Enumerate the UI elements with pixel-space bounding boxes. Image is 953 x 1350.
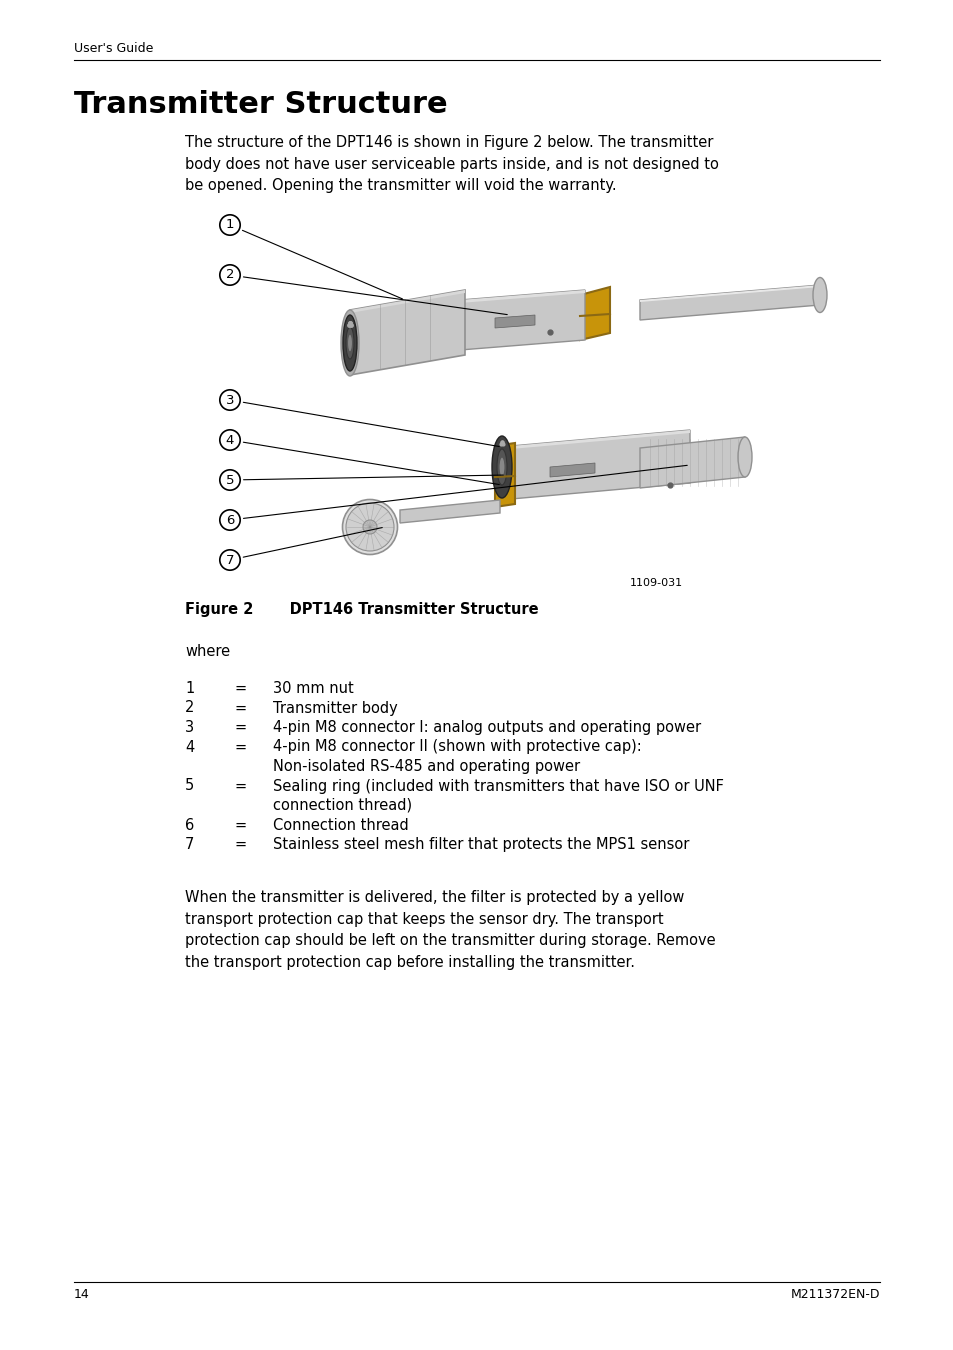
Text: User's Guide: User's Guide xyxy=(74,42,153,55)
Text: =: = xyxy=(234,720,247,734)
Ellipse shape xyxy=(340,310,358,377)
Text: Sealing ring (included with transmitters that have ISO or UNF: Sealing ring (included with transmitters… xyxy=(273,779,723,794)
Polygon shape xyxy=(495,315,535,328)
Text: 1109-031: 1109-031 xyxy=(629,578,682,589)
Text: 30 mm nut: 30 mm nut xyxy=(273,680,354,697)
Text: =: = xyxy=(234,740,247,755)
Ellipse shape xyxy=(343,315,356,371)
Text: 1: 1 xyxy=(226,219,402,298)
Text: 4-pin M8 connector I: analog outputs and operating power: 4-pin M8 connector I: analog outputs and… xyxy=(273,720,700,734)
Text: 7: 7 xyxy=(185,837,194,852)
Text: 2: 2 xyxy=(226,269,507,315)
Polygon shape xyxy=(459,290,584,350)
Text: DPT146 Transmitter Structure: DPT146 Transmitter Structure xyxy=(264,602,538,617)
Text: where: where xyxy=(185,644,230,659)
Polygon shape xyxy=(495,443,515,508)
Text: =: = xyxy=(234,837,247,852)
Ellipse shape xyxy=(492,436,512,498)
Text: =: = xyxy=(234,818,247,833)
Polygon shape xyxy=(499,431,689,500)
Polygon shape xyxy=(459,290,584,302)
Text: 6: 6 xyxy=(185,818,194,833)
Ellipse shape xyxy=(346,327,354,359)
Text: 4-pin M8 connector II (shown with protective cap):: 4-pin M8 connector II (shown with protec… xyxy=(273,740,641,755)
Polygon shape xyxy=(639,437,744,487)
Ellipse shape xyxy=(342,500,397,555)
Text: 5: 5 xyxy=(226,474,502,486)
Ellipse shape xyxy=(363,520,376,535)
Text: The structure of the DPT146 is shown in Figure 2 below. The transmitter
body doe: The structure of the DPT146 is shown in … xyxy=(185,135,719,193)
Polygon shape xyxy=(639,285,820,302)
Text: Non-isolated RS-485 and operating power: Non-isolated RS-485 and operating power xyxy=(273,759,579,774)
Polygon shape xyxy=(499,431,689,450)
Ellipse shape xyxy=(738,437,751,477)
Text: 4: 4 xyxy=(185,740,194,755)
Ellipse shape xyxy=(497,450,506,485)
Text: Transmitter body: Transmitter body xyxy=(273,701,397,716)
Polygon shape xyxy=(350,290,464,313)
Text: =: = xyxy=(234,701,247,716)
Polygon shape xyxy=(550,463,595,477)
Text: 7: 7 xyxy=(226,528,382,567)
Polygon shape xyxy=(399,500,499,522)
Ellipse shape xyxy=(346,504,394,551)
Text: Figure 2: Figure 2 xyxy=(185,602,253,617)
Text: 3: 3 xyxy=(185,720,193,734)
Text: =: = xyxy=(234,779,247,794)
Text: 1: 1 xyxy=(185,680,194,697)
Polygon shape xyxy=(579,288,609,340)
Text: Stainless steel mesh filter that protects the MPS1 sensor: Stainless steel mesh filter that protect… xyxy=(273,837,689,852)
Text: 14: 14 xyxy=(74,1288,90,1301)
Text: Transmitter Structure: Transmitter Structure xyxy=(74,90,447,119)
Text: =: = xyxy=(234,680,247,697)
Text: 5: 5 xyxy=(185,779,194,794)
Polygon shape xyxy=(639,285,820,320)
Text: connection thread): connection thread) xyxy=(273,798,412,813)
Text: 2: 2 xyxy=(185,701,194,716)
Text: 6: 6 xyxy=(226,466,686,526)
Text: When the transmitter is delivered, the filter is protected by a yellow
transport: When the transmitter is delivered, the f… xyxy=(185,890,715,969)
Ellipse shape xyxy=(812,278,826,312)
Text: 3: 3 xyxy=(226,393,498,447)
Text: Connection thread: Connection thread xyxy=(273,818,408,833)
Text: 4: 4 xyxy=(226,433,498,485)
Polygon shape xyxy=(350,290,464,375)
Ellipse shape xyxy=(347,333,352,352)
Text: M211372EN-D: M211372EN-D xyxy=(790,1288,879,1301)
Ellipse shape xyxy=(498,458,504,477)
